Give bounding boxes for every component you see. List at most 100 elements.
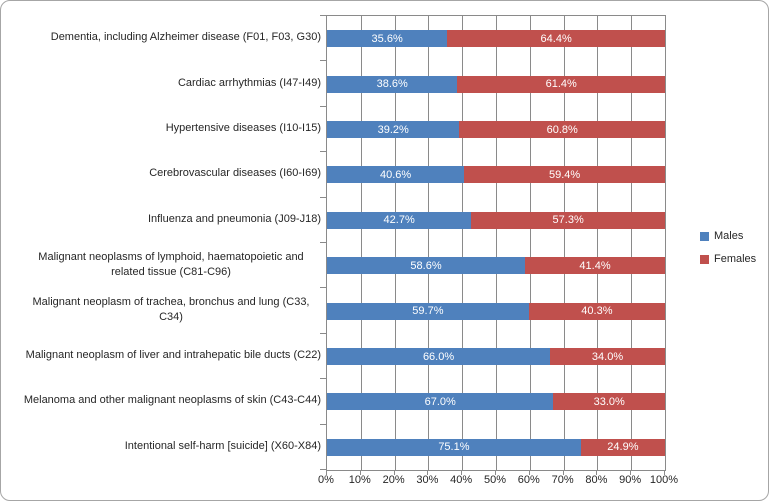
x-axis-tick (359, 470, 361, 475)
bar-segment-females: 34.0% (550, 348, 665, 365)
bar-segment-males: 75.1% (327, 438, 581, 456)
x-axis-tick-label: 0% (318, 474, 334, 486)
category-label: Cerebrovascular diseases (I60-I69) (149, 167, 321, 180)
category-label: Malignant neoplasms of lymphoid, haemato… (38, 250, 304, 278)
bar-segment-females: 24.9% (580, 438, 665, 456)
bar-row: 59.7% 40.3% (327, 302, 665, 320)
category-axis-tick (320, 196, 326, 198)
bar-value-label: 42.7% (383, 214, 415, 227)
category-axis-tick (320, 423, 326, 425)
category-axis-tick (320, 60, 326, 62)
bar-value-label: 39.2% (377, 123, 409, 136)
legend-swatch-females (700, 254, 709, 264)
bar-row: 42.7% 57.3% (327, 211, 665, 229)
category-label: Dementia, including Alzheimer disease (F… (50, 31, 321, 44)
bar-row: 38.6% 61.4% (327, 75, 665, 93)
gridline (360, 16, 362, 470)
bar-row: 58.6% 41.4% (327, 257, 665, 275)
bar-segment-males: 40.6% (327, 166, 465, 184)
x-axis-tick (630, 470, 632, 475)
legend-item-females: Females (700, 253, 756, 265)
bar-row: 75.1% 24.9% (327, 438, 665, 456)
gridline (462, 16, 464, 470)
x-axis-tick-label: 60% (517, 474, 540, 486)
bar-value-label: 38.6% (376, 78, 408, 91)
bar-segment-males: 39.2% (327, 121, 460, 138)
bar-value-label: 61.4% (545, 78, 577, 91)
bar-value-label: 59.7% (412, 305, 444, 318)
bar-value-label: 40.3% (581, 305, 613, 318)
x-axis-tick (461, 470, 463, 475)
legend-item-males: Males (700, 230, 756, 242)
bar-segment-males: 58.6% (327, 257, 526, 275)
gridline (394, 16, 396, 470)
category-label: Melanoma and other malignant neoplasms o… (23, 394, 321, 407)
x-axis-tick (326, 470, 327, 475)
bar-segment-females: 57.3% (471, 211, 665, 229)
bar-segment-males: 38.6% (327, 75, 458, 93)
category-axis-tick (320, 242, 326, 243)
bar-value-label: 75.1% (438, 441, 470, 454)
bar-value-label: 66.0% (422, 350, 455, 363)
x-axis-tick-label: 10% (348, 474, 371, 486)
category-axis-tick (320, 15, 326, 16)
x-axis-tick-label: 80% (585, 474, 608, 486)
bar-row: 35.6% 64.4% (327, 30, 665, 48)
x-axis-tick (562, 470, 564, 475)
category-axis-tick (320, 151, 326, 153)
category-axis-tick (320, 105, 326, 107)
x-axis-tick (528, 470, 530, 475)
bar-value-label: 64.4% (540, 32, 572, 45)
bar-segment-males: 35.6% (327, 30, 448, 48)
bar-value-label: 67.0% (424, 395, 456, 408)
x-axis-tick-label: 20% (382, 474, 405, 486)
bar-row: 39.2% 60.8% (327, 121, 665, 138)
x-axis-tick-label: 40% (450, 474, 473, 486)
gridline (597, 16, 599, 470)
bar-value-label: 41.4% (579, 259, 611, 272)
bar-value-label: 60.8% (546, 123, 578, 136)
x-axis-tick (393, 470, 395, 475)
bar-segment-females: 40.3% (528, 302, 665, 320)
x-axis-tick (427, 470, 429, 475)
gridline (529, 16, 531, 470)
bar-segment-females: 64.4% (447, 30, 665, 48)
x-axis-tick-label: 100% (649, 474, 679, 486)
category-label: Intentional self-harm [suicide] (X60-X84… (124, 439, 321, 452)
bar-value-label: 24.9% (607, 441, 639, 454)
category-label: Malignant neoplasm of trachea, bronchus … (32, 296, 310, 324)
gridline (631, 16, 633, 470)
category-axis-tick (320, 469, 326, 470)
bar-value-label: 57.3% (552, 214, 584, 227)
bar-row: 40.6% 59.4% (327, 166, 665, 184)
x-axis-tick (596, 470, 598, 475)
bar-segment-females: 61.4% (457, 75, 665, 93)
legend-label: Males (714, 230, 744, 242)
category-axis-tick (320, 287, 326, 289)
x-axis-tick-label: 70% (551, 474, 574, 486)
category-label: Influenza and pneumonia (J09-J18) (147, 212, 321, 225)
bar-segment-males: 42.7% (327, 211, 472, 229)
legend-swatch-males (700, 231, 709, 241)
bar-row: 66.0% 34.0% (327, 348, 665, 365)
legend: Males Females (700, 230, 756, 276)
bar-value-label: 59.4% (549, 168, 581, 181)
plot-area: 35.6% 64.4% 38.6% 61.4% 39.2% 60.8% 40.6% 59.4%… (326, 15, 666, 471)
bar-value-label: 34.0% (591, 350, 624, 363)
category-axis-tick (320, 378, 326, 380)
gridline (496, 16, 497, 470)
x-axis-tick (664, 470, 665, 475)
bar-segment-females: 33.0% (553, 393, 665, 411)
gridline (563, 16, 565, 470)
x-axis-tick-label: 30% (416, 474, 439, 486)
legend-label: Females (714, 253, 757, 265)
bar-segment-females: 60.8% (459, 121, 665, 138)
bar-value-label: 58.6% (410, 259, 442, 272)
bar-segment-females: 59.4% (464, 166, 665, 184)
bar-segment-females: 41.4% (525, 257, 665, 275)
category-label: Hypertensive diseases (I10-I15) (165, 121, 321, 134)
bar-value-label: 35.6% (371, 32, 403, 45)
category-label: Cardiac arrhythmias (I47-I49) (177, 76, 321, 89)
x-axis-tick-label: 50% (483, 474, 507, 486)
